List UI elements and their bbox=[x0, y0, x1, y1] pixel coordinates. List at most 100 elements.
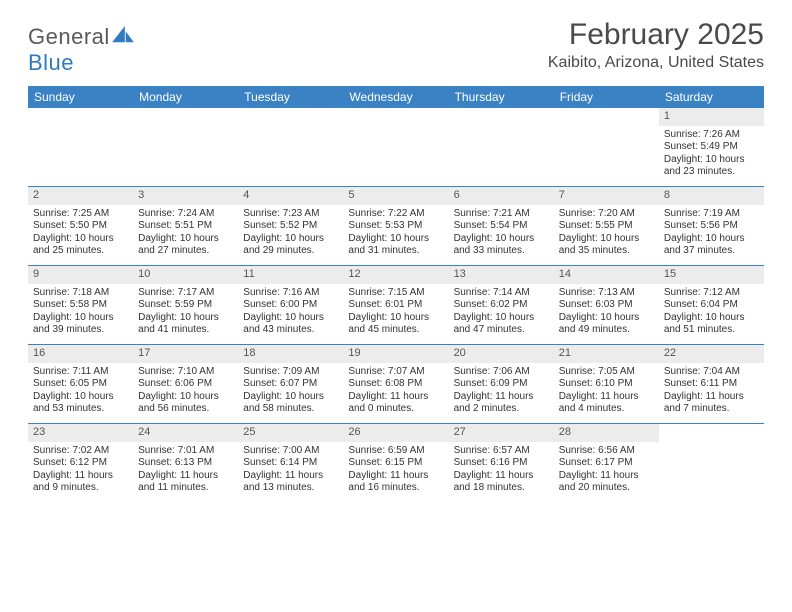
sunset-text: Sunset: 5:55 PM bbox=[559, 220, 654, 233]
sunrise-text: Sunrise: 7:06 AM bbox=[454, 366, 549, 379]
day-details: Sunrise: 7:00 AMSunset: 6:14 PMDaylight:… bbox=[238, 442, 343, 499]
sunrise-text: Sunrise: 7:11 AM bbox=[33, 366, 128, 379]
sunrise-text: Sunrise: 7:19 AM bbox=[664, 208, 759, 221]
day-details: Sunrise: 7:02 AMSunset: 6:12 PMDaylight:… bbox=[28, 442, 133, 499]
day-number: 14 bbox=[554, 266, 659, 284]
daylight-text: Daylight: 10 hours and 29 minutes. bbox=[243, 233, 338, 258]
sunrise-text: Sunrise: 7:23 AM bbox=[243, 208, 338, 221]
week-row: 23Sunrise: 7:02 AMSunset: 6:12 PMDayligh… bbox=[28, 423, 764, 502]
day-number: 25 bbox=[238, 424, 343, 442]
daylight-text: Daylight: 10 hours and 35 minutes. bbox=[559, 233, 654, 258]
daylight-text: Daylight: 10 hours and 31 minutes. bbox=[348, 233, 443, 258]
daylight-text: Daylight: 11 hours and 0 minutes. bbox=[348, 391, 443, 416]
sunrise-text: Sunrise: 7:14 AM bbox=[454, 287, 549, 300]
day-number: 5 bbox=[343, 187, 448, 205]
sunset-text: Sunset: 6:15 PM bbox=[348, 457, 443, 470]
brand-name-gray: General bbox=[28, 24, 110, 49]
day-number: 3 bbox=[133, 187, 238, 205]
weeks-container: 1Sunrise: 7:26 AMSunset: 5:49 PMDaylight… bbox=[28, 108, 764, 502]
day-details: Sunrise: 7:01 AMSunset: 6:13 PMDaylight:… bbox=[133, 442, 238, 499]
daylight-text: Daylight: 11 hours and 7 minutes. bbox=[664, 391, 759, 416]
day-number: 2 bbox=[28, 187, 133, 205]
day-number: 19 bbox=[343, 345, 448, 363]
day-cell: 5Sunrise: 7:22 AMSunset: 5:53 PMDaylight… bbox=[343, 187, 448, 265]
daylight-text: Daylight: 10 hours and 47 minutes. bbox=[454, 312, 549, 337]
sunset-text: Sunset: 6:04 PM bbox=[664, 299, 759, 312]
sunset-text: Sunset: 6:10 PM bbox=[559, 378, 654, 391]
daylight-text: Daylight: 11 hours and 20 minutes. bbox=[559, 470, 654, 495]
day-cell: 14Sunrise: 7:13 AMSunset: 6:03 PMDayligh… bbox=[554, 266, 659, 344]
day-cell: 7Sunrise: 7:20 AMSunset: 5:55 PMDaylight… bbox=[554, 187, 659, 265]
day-details: Sunrise: 7:14 AMSunset: 6:02 PMDaylight:… bbox=[449, 284, 554, 341]
day-details: Sunrise: 7:10 AMSunset: 6:06 PMDaylight:… bbox=[133, 363, 238, 420]
sunset-text: Sunset: 6:01 PM bbox=[348, 299, 443, 312]
day-details: Sunrise: 7:17 AMSunset: 5:59 PMDaylight:… bbox=[133, 284, 238, 341]
sunrise-text: Sunrise: 7:05 AM bbox=[559, 366, 654, 379]
day-details: Sunrise: 7:21 AMSunset: 5:54 PMDaylight:… bbox=[449, 205, 554, 262]
day-cell: 4Sunrise: 7:23 AMSunset: 5:52 PMDaylight… bbox=[238, 187, 343, 265]
brand-logo: General Blue bbox=[28, 24, 134, 76]
day-cell: 26Sunrise: 6:59 AMSunset: 6:15 PMDayligh… bbox=[343, 424, 448, 502]
sunrise-text: Sunrise: 6:59 AM bbox=[348, 445, 443, 458]
sunrise-text: Sunrise: 7:13 AM bbox=[559, 287, 654, 300]
sunset-text: Sunset: 6:05 PM bbox=[33, 378, 128, 391]
sunset-text: Sunset: 5:54 PM bbox=[454, 220, 549, 233]
sunset-text: Sunset: 5:49 PM bbox=[664, 141, 759, 154]
sunset-text: Sunset: 6:07 PM bbox=[243, 378, 338, 391]
day-number: 20 bbox=[449, 345, 554, 363]
title-block: February 2025 Kaibito, Arizona, United S… bbox=[548, 18, 764, 72]
day-details: Sunrise: 6:57 AMSunset: 6:16 PMDaylight:… bbox=[449, 442, 554, 499]
day-number: 11 bbox=[238, 266, 343, 284]
day-details: Sunrise: 7:09 AMSunset: 6:07 PMDaylight:… bbox=[238, 363, 343, 420]
empty-cell bbox=[28, 108, 133, 186]
calendar-page: General Blue February 2025 Kaibito, Ariz… bbox=[0, 0, 792, 512]
location-text: Kaibito, Arizona, United States bbox=[548, 54, 764, 72]
sunrise-text: Sunrise: 7:09 AM bbox=[243, 366, 338, 379]
sunrise-text: Sunrise: 7:17 AM bbox=[138, 287, 233, 300]
day-number: 27 bbox=[449, 424, 554, 442]
sunset-text: Sunset: 5:59 PM bbox=[138, 299, 233, 312]
daylight-text: Daylight: 10 hours and 53 minutes. bbox=[33, 391, 128, 416]
day-number: 12 bbox=[343, 266, 448, 284]
day-details: Sunrise: 7:07 AMSunset: 6:08 PMDaylight:… bbox=[343, 363, 448, 420]
sunset-text: Sunset: 6:16 PM bbox=[454, 457, 549, 470]
day-cell: 23Sunrise: 7:02 AMSunset: 6:12 PMDayligh… bbox=[28, 424, 133, 502]
day-details: Sunrise: 7:15 AMSunset: 6:01 PMDaylight:… bbox=[343, 284, 448, 341]
week-row: 2 Sunrise: 7:25 AMSunset: 5:50 PM Daylight… bbox=[28, 186, 764, 265]
day-cell: 17Sunrise: 7:10 AMSunset: 6:06 PMDayligh… bbox=[133, 345, 238, 423]
sunset-text: Sunset: 5:50 PM bbox=[33, 220, 128, 233]
day-cell: 1Sunrise: 7:26 AMSunset: 5:49 PMDaylight… bbox=[659, 108, 764, 186]
daylight-text: Daylight: 10 hours and 58 minutes. bbox=[243, 391, 338, 416]
day-details: Sunrise: 7:12 AMSunset: 6:04 PMDaylight:… bbox=[659, 284, 764, 341]
day-number: 9 bbox=[28, 266, 133, 284]
day-cell: 16Sunrise: 7:11 AMSunset: 6:05 PMDayligh… bbox=[28, 345, 133, 423]
sunset-text: Sunset: 6:03 PM bbox=[559, 299, 654, 312]
sunrise-text: Sunrise: 7:02 AM bbox=[33, 445, 128, 458]
day-details: Sunrise: 7:19 AMSunset: 5:56 PMDaylight:… bbox=[659, 205, 764, 262]
day-number: 17 bbox=[133, 345, 238, 363]
day-number: 4 bbox=[238, 187, 343, 205]
day-number: 22 bbox=[659, 345, 764, 363]
sunset-text: Sunset: 5:58 PM bbox=[33, 299, 128, 312]
weekday-header-row: Sunday Monday Tuesday Wednesday Thursday… bbox=[28, 86, 764, 108]
day-number: 13 bbox=[449, 266, 554, 284]
day-details: Sunrise: 7:18 AMSunset: 5:58 PMDaylight:… bbox=[28, 284, 133, 341]
day-details: Sunrise: 7:22 AMSunset: 5:53 PMDaylight:… bbox=[343, 205, 448, 262]
day-cell: 25Sunrise: 7:00 AMSunset: 6:14 PMDayligh… bbox=[238, 424, 343, 502]
daylight-text: Daylight: 10 hours and 27 minutes. bbox=[138, 233, 233, 258]
sunset-text: Sunset: 5:51 PM bbox=[138, 220, 233, 233]
daylight-text: Daylight: 10 hours and 43 minutes. bbox=[243, 312, 338, 337]
sunrise-text: Sunrise: 7:07 AM bbox=[348, 366, 443, 379]
sunset-text: Sunset: 6:08 PM bbox=[348, 378, 443, 391]
daylight-text: Daylight: 10 hours and 39 minutes. bbox=[33, 312, 128, 337]
day-cell: 9Sunrise: 7:18 AMSunset: 5:58 PMDaylight… bbox=[28, 266, 133, 344]
empty-cell bbox=[554, 108, 659, 186]
empty-cell bbox=[659, 424, 764, 502]
sail-icon bbox=[112, 26, 134, 44]
daylight-text: Daylight: 11 hours and 2 minutes. bbox=[454, 391, 549, 416]
week-row: 9Sunrise: 7:18 AMSunset: 5:58 PMDaylight… bbox=[28, 265, 764, 344]
month-title: February 2025 bbox=[548, 18, 764, 52]
brand-name-blue: Blue bbox=[28, 50, 74, 75]
sunrise-text: Sunrise: 7:25 AM bbox=[33, 208, 128, 221]
daylight-text: Daylight: 11 hours and 16 minutes. bbox=[348, 470, 443, 495]
